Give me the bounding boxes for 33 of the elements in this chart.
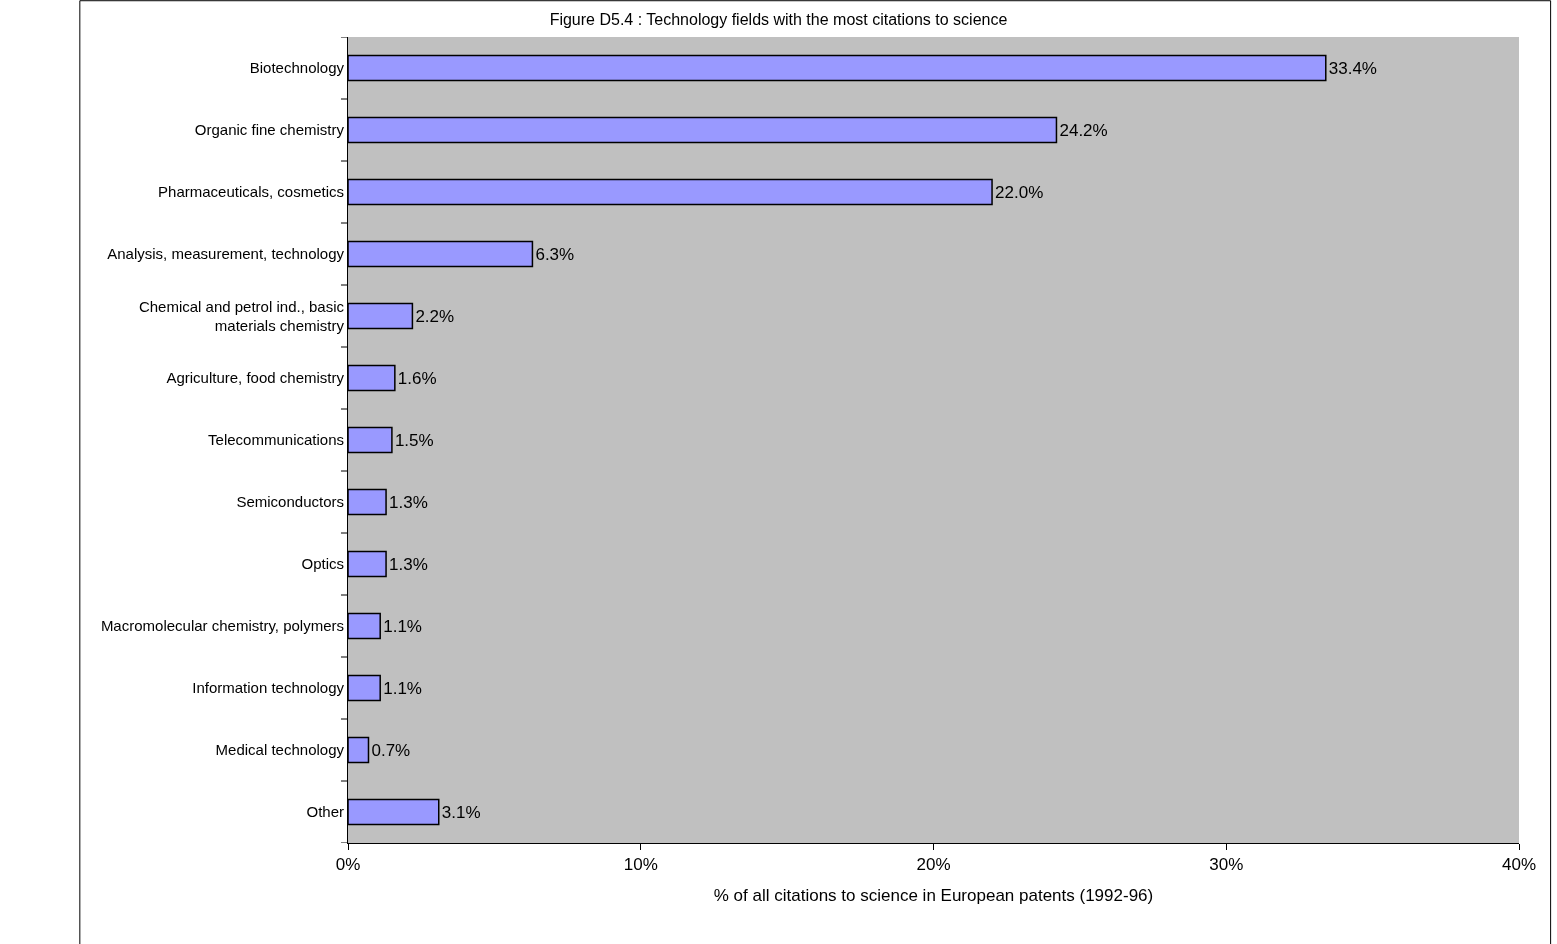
y-tick-label: Analysis, measurement, technology (107, 245, 345, 263)
data-label: 1.3% (389, 554, 428, 574)
y-tick-label: Biotechnology (249, 59, 345, 77)
x-tick-label: 30% (1209, 855, 1244, 875)
data-label: 2.2% (415, 306, 455, 326)
x-tick-label: 20% (916, 855, 951, 875)
y-tick-label: Other (306, 803, 344, 821)
y-tick-label: Information technology (192, 679, 345, 697)
y-tick-label: Organic fine chemistry (194, 121, 345, 139)
y-tick-label: Telecommunications (208, 431, 344, 449)
x-tick-label: 0% (335, 855, 361, 875)
chart-title: Figure D5.4 : Technology fields with the most citations to science (549, 11, 1008, 29)
x-tick-label: 40% (1501, 855, 1537, 875)
y-tick-label: Medical technology (215, 741, 345, 759)
data-label: 22.0% (995, 182, 1044, 202)
x-axis-title: % of all citations to science in European patents (1992-96) (713, 885, 1154, 905)
data-label: 1.5% (394, 430, 434, 450)
y-tick-label: Semiconductors (236, 493, 344, 511)
y-tick-label: Optics (301, 555, 344, 573)
x-tick-label: 10% (623, 855, 658, 875)
data-label: 3.1% (441, 802, 481, 822)
data-label: 1.6% (397, 368, 437, 388)
data-label: 33.4% (1328, 58, 1377, 78)
y-tick-label: Chemical and petrol ind., basic materials chemistry (138, 297, 345, 334)
y-tick-label: Agriculture, food chemistry (166, 369, 345, 387)
data-label: 1.3% (389, 492, 428, 512)
y-tick-label: Macromolecular chemistry, polymers (100, 617, 344, 635)
data-label: 6.3% (535, 244, 575, 264)
data-label: 0.7% (371, 740, 411, 760)
data-label: 1.1% (383, 678, 422, 698)
y-tick-label: Pharmaceuticals, cosmetics (158, 183, 344, 201)
data-label: 1.1% (383, 616, 422, 636)
data-label: 24.2% (1059, 120, 1108, 140)
